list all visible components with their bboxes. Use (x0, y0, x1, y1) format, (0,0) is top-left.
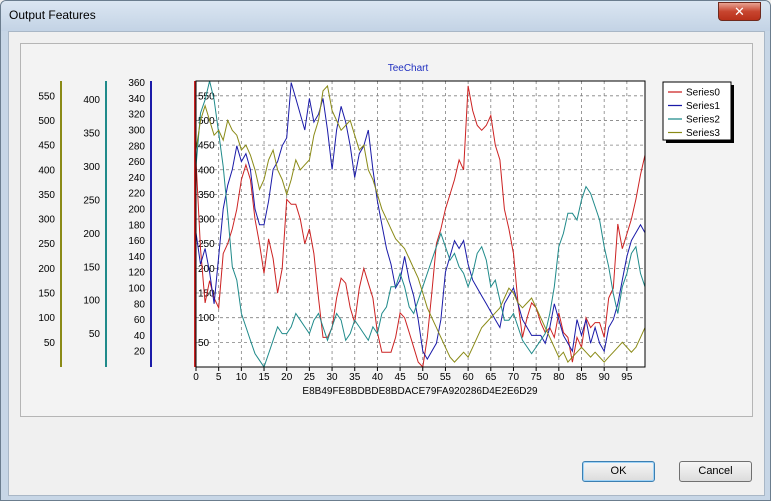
axis-series3-tick-label: 350 (38, 190, 55, 201)
axis-series1-tick-label: 220 (128, 189, 145, 200)
legend-label-series2: Series2 (686, 115, 720, 126)
axis-series0-tick-label: 50 (198, 338, 210, 349)
axis-series0-tick-label: 300 (198, 215, 215, 226)
legend-label-series0: Series0 (686, 88, 720, 99)
axis-series0-tick-label: 500 (198, 116, 215, 127)
axis-series3-tick-label: 250 (38, 239, 55, 250)
axis-series2-tick-label: 300 (83, 162, 100, 173)
x-tick-label: 10 (236, 372, 248, 383)
plot-frame (195, 80, 646, 368)
ok-button[interactable]: OK (582, 461, 655, 482)
x-tick-label: 45 (395, 372, 407, 383)
axis-series0-tick-label: 100 (198, 313, 215, 324)
axis-series2-tick-label: 50 (89, 329, 101, 340)
legend-label-series3: Series3 (686, 128, 720, 139)
axis-series3-tick-label: 200 (38, 264, 55, 275)
axis-series0-tick-label: 450 (198, 141, 215, 152)
axis-series2-tick-label: 350 (83, 129, 100, 140)
axis-series3-tick-label: 500 (38, 116, 55, 127)
x-tick-label: 50 (417, 372, 429, 383)
axis-series1-tick-label: 320 (128, 110, 145, 121)
cancel-button[interactable]: Cancel (679, 461, 752, 482)
series-line-series3 (195, 84, 646, 364)
close-icon: ✕ (734, 4, 745, 19)
x-tick-label: 60 (463, 372, 475, 383)
legend-label-series1: Series1 (686, 101, 720, 112)
plot-area (195, 80, 646, 368)
x-tick-label: 55 (440, 372, 452, 383)
axis-series1-tick-label: 240 (128, 173, 145, 184)
x-axis-label: E8B49FE8BDBDE8BDACE79FA920286D4E2E6D29 (302, 386, 538, 397)
chart-panel: TeeChart 0 5 10 15 20 25 30 35 40 45 50 55 60 65 70 75 80… (20, 43, 753, 417)
axis-series2-tick-label: 150 (83, 262, 100, 273)
axis-series1-tick-label: 260 (128, 157, 145, 168)
x-tick-label: 5 (216, 372, 222, 383)
axis-series1-tick-label: 100 (128, 283, 145, 294)
x-tick-label: 15 (258, 372, 270, 383)
axis-series1-tick-label: 60 (134, 315, 146, 326)
axis-series2-tick-label: 400 (83, 95, 100, 106)
x-tick-label: 35 (349, 372, 361, 383)
chart-title: TeeChart (388, 63, 429, 74)
axis-series3-tick-label: 50 (44, 338, 56, 349)
axis-series3-tick-label: 550 (38, 91, 55, 102)
axis-series1-tick-label: 360 (128, 78, 145, 89)
series-line-series2 (195, 80, 646, 369)
axis-series0-tick-label: 250 (198, 239, 215, 250)
axis-series3-tick-label: 150 (38, 289, 55, 300)
x-tick-label: 70 (508, 372, 520, 383)
x-tick-label: 90 (599, 372, 611, 383)
x-tick-label: 40 (372, 372, 384, 383)
axis-series1-tick-label: 80 (134, 299, 146, 310)
x-tick-label: 95 (621, 372, 633, 383)
series-line-series0 (195, 85, 646, 369)
axis-series1-tick-label: 160 (128, 236, 145, 247)
axis-series1-tick-label: 280 (128, 141, 145, 152)
axis-series2-tick-label: 100 (83, 296, 100, 307)
axis-series1-tick-label: 40 (134, 331, 146, 342)
axis-series2-tick-label: 250 (83, 195, 100, 206)
axis-series0-tick-label: 550 (198, 91, 215, 102)
axis-series0-tick-label: 400 (198, 165, 215, 176)
x-tick-label: 25 (304, 372, 316, 383)
teechart: TeeChart 0 5 10 15 20 25 30 35 40 45 50 55 60 65 70 75 80… (38, 63, 734, 397)
x-tick-label: 0 (193, 372, 199, 383)
axis-series1-tick-label: 180 (128, 220, 145, 231)
x-tick-label: 30 (326, 372, 338, 383)
axis-series1-tick-label: 200 (128, 204, 145, 215)
axis-series1-tick-label: 20 (134, 347, 146, 358)
axis-series1-tick-label: 140 (128, 252, 145, 263)
x-tick-label: 20 (281, 372, 293, 383)
x-tick-label: 80 (553, 372, 565, 383)
close-button[interactable]: ✕ (718, 2, 761, 21)
dialog-client-area: TeeChart 0 5 10 15 20 25 30 35 40 45 50 55 60 65 70 75 80… (8, 31, 765, 496)
window-title: Output Features (9, 8, 96, 22)
title-bar[interactable]: Output Features ✕ (1, 1, 770, 31)
axis-series1-tick-label: 300 (128, 125, 145, 136)
axis-series3-tick-label: 100 (38, 313, 55, 324)
axis-series3-tick-label: 400 (38, 165, 55, 176)
axis-series1-tick-label: 340 (128, 94, 145, 105)
x-tick-label: 65 (485, 372, 497, 383)
axis-series0-tick-label: 200 (198, 264, 215, 275)
x-tick-label: 85 (576, 372, 588, 383)
series-line-series1 (195, 82, 646, 361)
axis-series3-tick-label: 450 (38, 141, 55, 152)
axis-series2-tick-label: 200 (83, 229, 100, 240)
axis-series0-tick-label: 350 (198, 190, 215, 201)
x-tick-label: 75 (531, 372, 543, 383)
axis-series3-tick-label: 300 (38, 215, 55, 226)
axis-series1-tick-label: 120 (128, 268, 145, 279)
